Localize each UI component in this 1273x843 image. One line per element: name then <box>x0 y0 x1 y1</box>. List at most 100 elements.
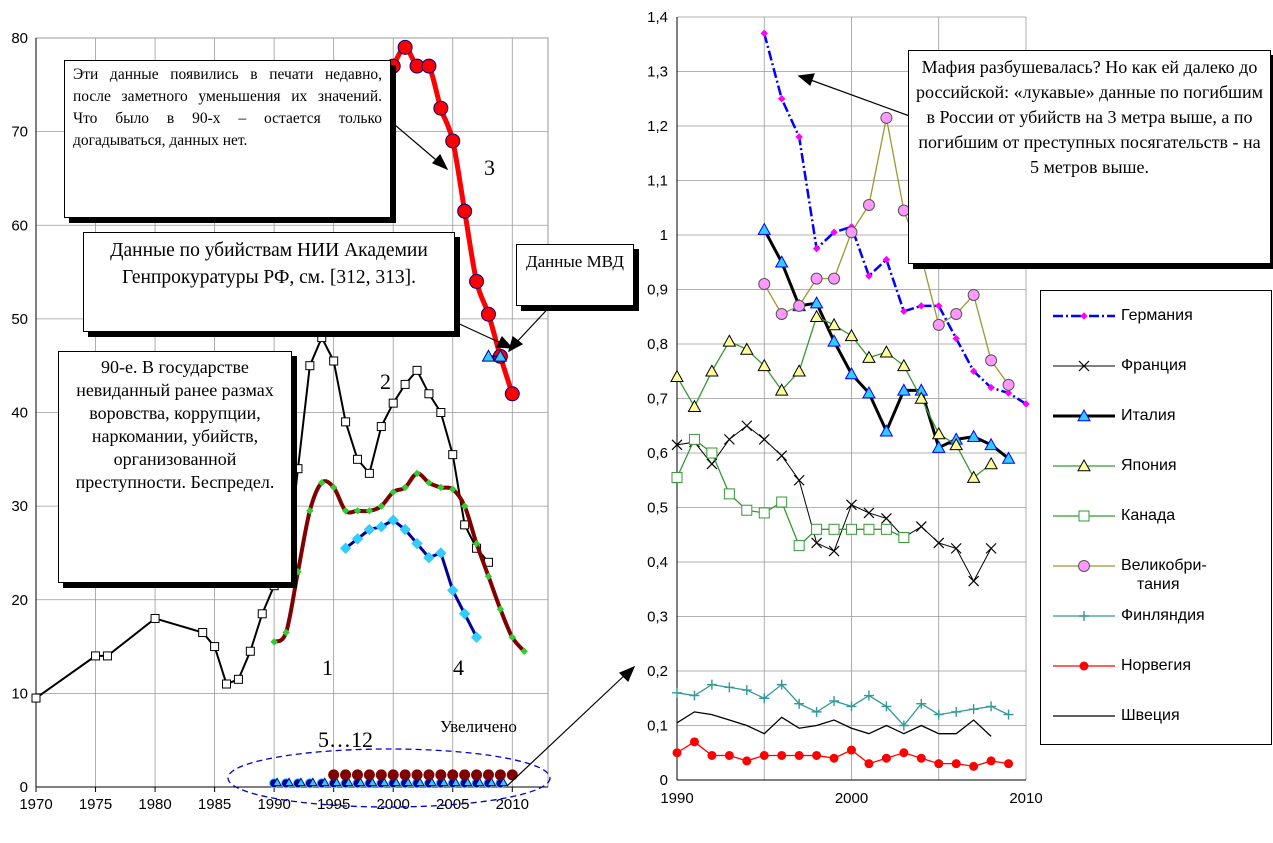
cluster-point <box>423 769 435 781</box>
note-mvd: Данные МВД <box>516 244 634 306</box>
legend-label: Великобри-тания <box>1121 556 1207 594</box>
right-point-Норвегия <box>969 761 979 771</box>
right-point-Германия <box>987 383 995 392</box>
legend-marker <box>1078 510 1090 522</box>
left-point-4 <box>411 537 423 550</box>
cluster-point <box>482 769 494 781</box>
cluster-point <box>427 777 437 787</box>
cluster-point <box>379 777 390 787</box>
right-point-Япония <box>739 342 754 355</box>
left-point-2 <box>293 464 303 474</box>
left-point-2 <box>305 361 315 371</box>
zoom-ellipse <box>227 748 551 808</box>
left-point-1 <box>318 479 326 487</box>
cluster-point <box>391 777 402 787</box>
right-point-Франция <box>776 450 788 462</box>
left-point-4 <box>435 547 447 559</box>
right-point-Канада <box>688 433 700 445</box>
left-line-4 <box>344 518 478 638</box>
right-point-Финляндия <box>811 706 822 717</box>
right-point-Япония <box>757 358 772 372</box>
right-point-Норвегия <box>707 750 717 760</box>
right-point-Япония <box>949 437 964 451</box>
right-point-Германия <box>935 302 943 310</box>
left-point-4 <box>447 584 459 597</box>
left-series-4 <box>339 514 483 643</box>
legend-item-Канада: Канада <box>1041 501 1271 531</box>
right-y-tick: 0,4 <box>647 554 668 571</box>
right-point-Норвегия <box>777 750 787 760</box>
right-point-Япония <box>687 399 702 412</box>
right-point-Великобритания <box>775 308 788 321</box>
right-point-Великобритания <box>967 288 980 301</box>
right-point-Финляндия <box>689 690 700 701</box>
left-point-2 <box>222 679 232 689</box>
legend-marker <box>1080 312 1088 320</box>
left-point-2 <box>460 520 470 530</box>
note-mvd-text: Данные МВД <box>526 252 624 271</box>
right-y-tick: 0,7 <box>647 391 668 408</box>
left-series-2 <box>31 333 493 703</box>
left-y-tick: 30 <box>11 498 28 515</box>
right-point-Япония <box>984 456 998 470</box>
cluster-point <box>471 769 483 781</box>
left-point-1 <box>306 507 314 515</box>
right-point-Финляндия <box>986 701 997 712</box>
label-4: 4 <box>453 655 464 680</box>
left-point-1 <box>329 483 338 492</box>
right-y-tick: 0 <box>660 772 668 789</box>
right-y-tick: 0,2 <box>647 663 668 680</box>
right-point-Япония <box>792 364 806 377</box>
right-point-Великобритания <box>758 278 771 291</box>
left-point-2 <box>198 628 208 638</box>
right-point-Италия <box>862 386 876 399</box>
right-point-Финляндия <box>829 695 840 706</box>
left-point-2 <box>150 613 160 623</box>
right-point-Франция <box>985 542 997 554</box>
right-line-Франция <box>676 425 992 583</box>
right-point-Норвегия <box>864 759 874 769</box>
left-point-4 <box>458 608 471 620</box>
left-point-1 <box>270 638 278 646</box>
right-point-Япония <box>827 317 841 331</box>
right-point-Норвегия <box>672 748 682 758</box>
right-point-Япония <box>844 328 859 342</box>
right-y-tick: 0,5 <box>647 500 668 517</box>
right-point-Норвегия <box>847 745 856 755</box>
right-series-Швеция <box>676 711 992 737</box>
right-point-Германия <box>812 244 821 253</box>
label-3: 3 <box>484 155 495 180</box>
left-x-tick: 1985 <box>198 796 231 813</box>
left-point-4 <box>339 542 352 554</box>
right-point-Италия <box>757 222 772 235</box>
right-point-Норвегия <box>934 759 944 769</box>
left-line-1 <box>272 471 526 653</box>
left-point-2 <box>388 398 398 408</box>
left-point-1 <box>413 469 421 478</box>
left-point-2 <box>31 693 41 703</box>
small-countries-cluster <box>269 769 518 789</box>
right-point-Финляндия <box>776 679 787 690</box>
legend-label-line: тания <box>1137 576 1180 593</box>
left-point-2 <box>352 454 362 464</box>
left-x-tick: 2010 <box>496 796 529 813</box>
cluster-point <box>415 777 425 787</box>
left-point-4 <box>399 523 411 536</box>
right-point-Франция <box>741 420 753 432</box>
overlay: 1 2 3 4 5…12 Увеличено <box>227 73 916 808</box>
left-point-4 <box>375 521 388 533</box>
cluster-point <box>506 769 518 781</box>
left-point-4 <box>423 551 435 564</box>
right-point-Германия <box>952 334 960 343</box>
right-point-Норвегия <box>742 756 752 766</box>
left-point-1 <box>437 483 445 492</box>
cluster-point <box>367 777 378 787</box>
right-point-Великобритания <box>880 111 893 124</box>
left-point-1 <box>472 539 481 548</box>
legend-label: Франция <box>1121 357 1187 374</box>
left-point-1 <box>282 628 290 637</box>
right-series-Франция <box>671 420 997 587</box>
right-point-Финляндия <box>933 709 944 720</box>
right-point-Германия <box>917 302 926 310</box>
